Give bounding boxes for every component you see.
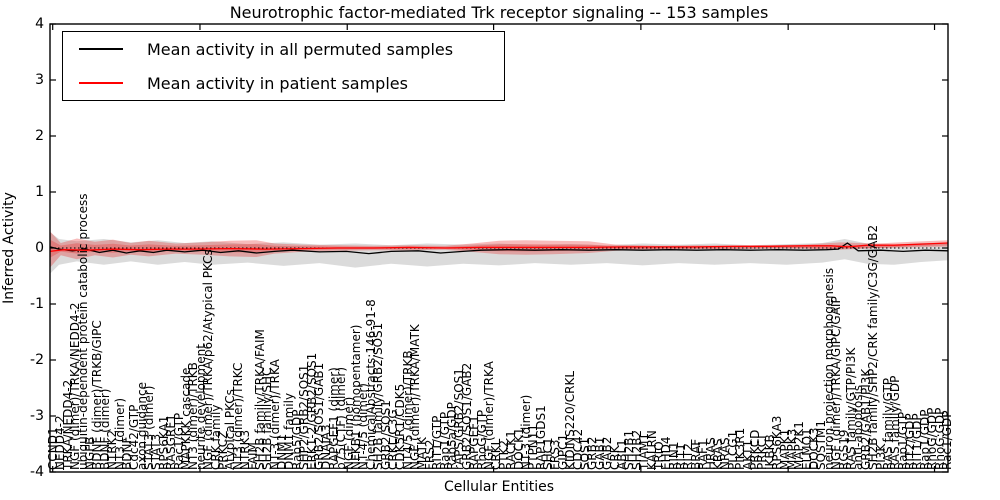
- x-tick-label: ubiquitin-dependent protein catabolic pr…: [75, 193, 90, 470]
- legend: Mean activity in all permuted samples Me…: [62, 31, 505, 101]
- patient-mean-line: [49, 242, 949, 253]
- y-tick-label: -2: [30, 352, 44, 368]
- legend-label-permuted: Mean activity in all permuted samples: [147, 39, 454, 59]
- x-tick-label: Rac1/GDP: [940, 410, 954, 470]
- permuted-line-swatch: [79, 48, 123, 50]
- patient-line-swatch: [79, 82, 123, 84]
- legend-item-permuted: Mean activity in all permuted samples: [63, 40, 504, 59]
- y-tick-label: -1: [30, 296, 44, 312]
- y-tick-label: 4: [35, 16, 44, 32]
- permuted-range-band: [50, 232, 948, 274]
- y-tick-label: 1: [35, 184, 44, 200]
- y-tick-label: -4: [30, 464, 44, 480]
- y-tick-label: 2: [35, 128, 44, 144]
- patient-range-band-inner: [50, 239, 948, 258]
- legend-item-patient: Mean activity in patient samples: [63, 74, 504, 93]
- y-tick-label: 0: [35, 240, 44, 256]
- chart-title: Neurotrophic factor-mediated Trk recepto…: [229, 3, 769, 22]
- y-tick-label: 3: [35, 72, 44, 88]
- permuted-mean-line: [49, 242, 949, 255]
- y-tick-label: -3: [30, 408, 44, 424]
- x-tick-label: SH2B family/SHP2/CRK family/C3G/GAB2: [866, 224, 881, 470]
- x-axis-label: Cellular Entities: [443, 479, 555, 495]
- legend-label-patient: Mean activity in patient samples: [147, 73, 408, 93]
